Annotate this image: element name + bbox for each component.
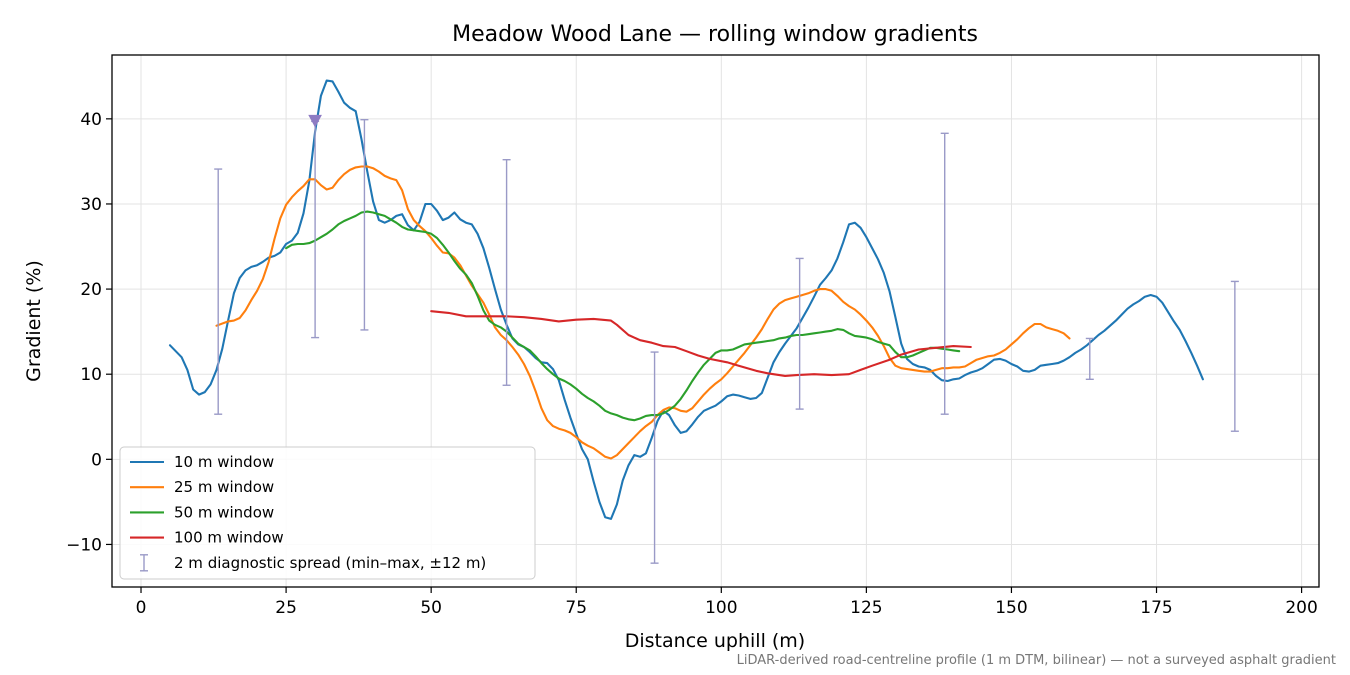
y-tick-label: −10 [66, 535, 102, 555]
series-line-4 [430, 310, 972, 377]
footnote: LiDAR-derived road-centreline profile (1… [737, 653, 1336, 668]
x-tick-label: 75 [565, 598, 587, 618]
y-tick-label: 0 [91, 450, 102, 470]
x-tick-label: 25 [275, 598, 297, 618]
x-tick-label: 50 [420, 598, 442, 618]
series-line-1 [168, 79, 1204, 520]
legend-label-4: 100 m window [174, 529, 284, 547]
y-axis-title: Gradient (%) [23, 260, 45, 382]
y-tick-label: 20 [80, 280, 102, 300]
x-axis: 0 25 50 75 100 125 150 175 200 [136, 587, 1318, 618]
x-tick-label: 200 [1285, 598, 1317, 618]
x-tick-label: 175 [1140, 598, 1172, 618]
series-line-2 [215, 165, 1071, 460]
legend-label-2: 25 m window [174, 478, 274, 496]
x-tick-label: 100 [705, 598, 737, 618]
legend-box [119, 446, 536, 580]
x-axis-title: Distance uphill (m) [625, 630, 805, 652]
series-line-3 [285, 210, 961, 422]
chart-title: Meadow Wood Lane — rolling window gradie… [452, 22, 978, 47]
y-axis: −10 0 10 20 30 40 [66, 110, 112, 555]
y-tick-label: 30 [80, 195, 102, 215]
legend: 10 m window 25 m window 50 m window 100 m w… [119, 446, 536, 580]
y-tick-label: 10 [80, 365, 102, 385]
x-tick-label: 150 [995, 598, 1027, 618]
legend-label-errorbars: 2 m diagnostic spread (min–max, ±12 m) [174, 554, 486, 572]
y-tick-label: 40 [80, 110, 102, 130]
series-lines [168, 79, 1204, 520]
x-tick-label: 125 [850, 598, 882, 618]
annotation-marker-group [308, 114, 322, 128]
plot-frame [111, 54, 1320, 588]
legend-label-3: 50 m window [174, 503, 274, 521]
errorbar-group [214, 118, 1239, 564]
x-tick-label: 0 [136, 598, 147, 618]
legend-label-1: 10 m window [174, 453, 274, 471]
annotation-marker [308, 114, 322, 128]
